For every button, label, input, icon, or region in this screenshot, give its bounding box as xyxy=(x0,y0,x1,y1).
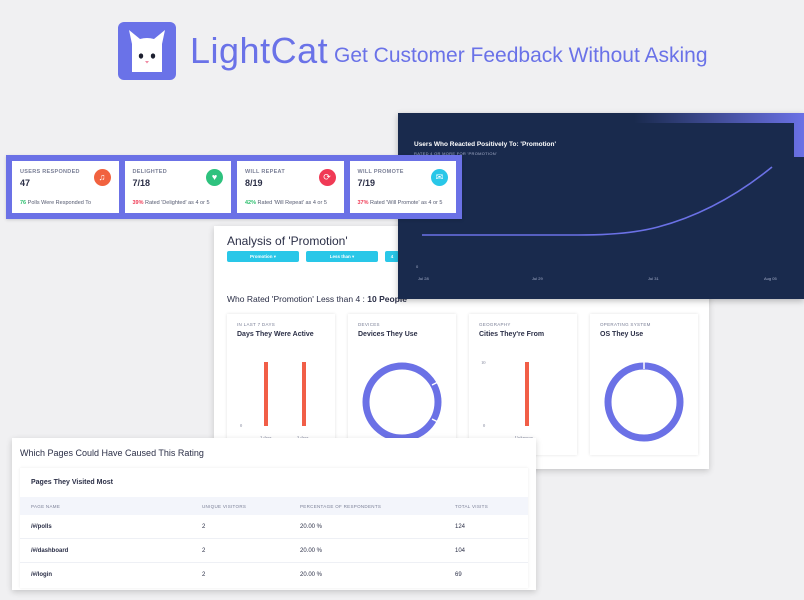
percentage: 20.00 % xyxy=(300,548,323,554)
pages-heading: Which Pages Could Have Caused This Ratin… xyxy=(20,448,204,458)
question-select[interactable]: Promotion ▾ xyxy=(227,251,299,262)
x-tick-aug05: Aug 05 xyxy=(764,276,777,281)
stat-label: USERS RESPONDED xyxy=(20,169,80,175)
percentage: 20.00 % xyxy=(300,524,323,530)
y-tick-zero: 0 xyxy=(416,264,419,269)
chart-subtitle: RATED 4 OR MORE FOR 'PROMOTION' xyxy=(414,151,497,156)
cat-icon xyxy=(129,30,165,72)
chart-body: Users Who Reacted Positively To: 'Promot… xyxy=(398,123,794,299)
os-card-title: OS They Use xyxy=(600,331,644,338)
rated-count: 10 People xyxy=(367,294,407,304)
bar-2-days xyxy=(264,362,268,426)
stat-users-responded: USERS RESPONDED 47 ♫ 76 Polls Were Respo… xyxy=(12,161,119,213)
bar-unknown-city xyxy=(525,362,529,426)
os-donut xyxy=(604,362,684,442)
positive-reactions-chart: Users Who Reacted Positively To: 'Promot… xyxy=(398,113,804,299)
brand-name: LightCat xyxy=(190,30,329,71)
stat-label: DELIGHTED xyxy=(132,169,167,175)
stat-sub: 76 Polls Were Responded To xyxy=(20,200,92,206)
pages-panel: Which Pages Could Have Caused This Ratin… xyxy=(12,438,536,590)
col-unique-visitors[interactable]: UNIQUE VISITORS xyxy=(202,504,247,509)
table-row[interactable]: /#/polls 2 20.00 % 124 xyxy=(20,515,528,539)
comparison-select[interactable]: Less than ▾ xyxy=(306,251,378,262)
repeat-icon: ⟳ xyxy=(318,169,336,186)
bar-3-days xyxy=(302,362,306,426)
stat-value: 47 xyxy=(20,178,31,188)
cities-y-tick-zero: 0 xyxy=(483,423,486,428)
x-tick-2-days: 2 days xyxy=(260,435,272,440)
stat-sub: 42% Rated 'Will Repeat' as 4 or 5 xyxy=(245,200,327,206)
total-visits: 124 xyxy=(455,524,466,530)
devices-card-title: Devices They Use xyxy=(358,331,418,338)
unique-visitors: 2 xyxy=(202,548,206,554)
stat-sub: 39% Rated 'Delighted' as 4 or 5 xyxy=(132,200,210,206)
devices-card: DEVICES Devices They Use xyxy=(348,314,456,455)
total-visits: 69 xyxy=(455,572,462,578)
pages-table-card: Pages They Visited Most PAGE NAME UNIQUE… xyxy=(20,468,528,588)
stat-will-repeat: WILL REPEAT 8/19 ⟳ 42% Rated 'Will Repea… xyxy=(237,161,344,213)
cities-card: GEOGRAPHY Cities They're From 10 0 Unkno… xyxy=(469,314,577,455)
col-page-name[interactable]: PAGE NAME xyxy=(31,504,61,509)
unique-visitors: 2 xyxy=(202,524,206,530)
table-row[interactable]: /#/login 2 20.00 % 69 xyxy=(20,563,528,587)
music-note-icon: ♫ xyxy=(93,169,111,186)
stat-value: 8/19 xyxy=(245,178,263,188)
page-name[interactable]: /#/polls xyxy=(31,524,52,530)
analysis-title: Analysis of 'Promotion' xyxy=(227,234,348,248)
days-card-title: Days They Were Active xyxy=(237,331,314,338)
pages-table-title: Pages They Visited Most xyxy=(31,479,113,486)
x-tick-jul29: Jul 29 xyxy=(532,276,543,281)
stat-will-promote: WILL PROMOTE 7/19 ✉ 37% Rated 'Will Prom… xyxy=(349,161,456,213)
x-tick-jul31: Jul 31 xyxy=(648,276,659,281)
threshold-input[interactable]: 4 xyxy=(385,251,399,262)
os-card-label: OPERATING SYSTEM xyxy=(600,322,651,327)
unique-visitors: 2 xyxy=(202,572,206,578)
table-row[interactable]: /#/dashboard 2 20.00 % 104 xyxy=(20,539,528,563)
stats-strip: USERS RESPONDED 47 ♫ 76 Polls Were Respo… xyxy=(6,155,462,219)
rated-summary: Who Rated 'Promotion' Less than 4 : 10 P… xyxy=(227,294,407,304)
devices-donut xyxy=(362,362,442,442)
stat-label: WILL REPEAT xyxy=(245,169,286,175)
stat-value: 7/19 xyxy=(357,178,376,188)
x-tick-unknown: Unknown xyxy=(515,435,533,440)
heart-icon: ♥ xyxy=(206,169,223,186)
days-card-label: IN LAST 7 DAYS xyxy=(237,322,276,327)
table-header: PAGE NAME UNIQUE VISITORS PERCENTAGE OF … xyxy=(20,497,528,515)
lightcat-logo xyxy=(118,22,176,80)
cities-y-tick-top: 10 xyxy=(481,360,486,365)
megaphone-icon: ✉ xyxy=(431,169,448,186)
stat-label: WILL PROMOTE xyxy=(357,169,404,175)
tagline: Get Customer Feedback Without Asking xyxy=(334,44,708,67)
positive-series-line xyxy=(422,166,773,236)
cities-card-label: GEOGRAPHY xyxy=(479,322,511,327)
days-y-tick: 0 xyxy=(240,423,243,428)
col-total-visits[interactable]: TOTAL VISITS xyxy=(455,504,489,509)
col-percentage[interactable]: PERCENTAGE OF RESPONDENTS xyxy=(300,504,382,509)
page-name[interactable]: /#/login xyxy=(31,572,52,578)
chart-title: Users Who Reacted Positively To: 'Promot… xyxy=(414,141,557,148)
os-card: OPERATING SYSTEM OS They Use xyxy=(590,314,698,455)
stat-value: 7/18 xyxy=(132,178,151,188)
days-active-card: IN LAST 7 DAYS Days They Were Active 0 2… xyxy=(227,314,335,455)
x-tick-jul28: Jul 28 xyxy=(418,276,429,281)
percentage: 20.00 % xyxy=(300,572,323,578)
stat-sub: 37% Rated 'Will Promote' as 4 or 5 xyxy=(357,200,443,206)
positive-line-plot: 0 Jul 28 Jul 29 Jul 31 Aug 05 xyxy=(416,166,777,281)
devices-card-label: DEVICES xyxy=(358,322,380,327)
total-visits: 104 xyxy=(455,548,466,554)
cities-card-title: Cities They're From xyxy=(479,331,545,338)
x-tick-3-days: 3 days xyxy=(297,435,309,440)
page-name[interactable]: /#/dashboard xyxy=(31,548,69,554)
stat-delighted: DELIGHTED 7/18 ♥ 39% Rated 'Delighted' a… xyxy=(124,161,231,213)
